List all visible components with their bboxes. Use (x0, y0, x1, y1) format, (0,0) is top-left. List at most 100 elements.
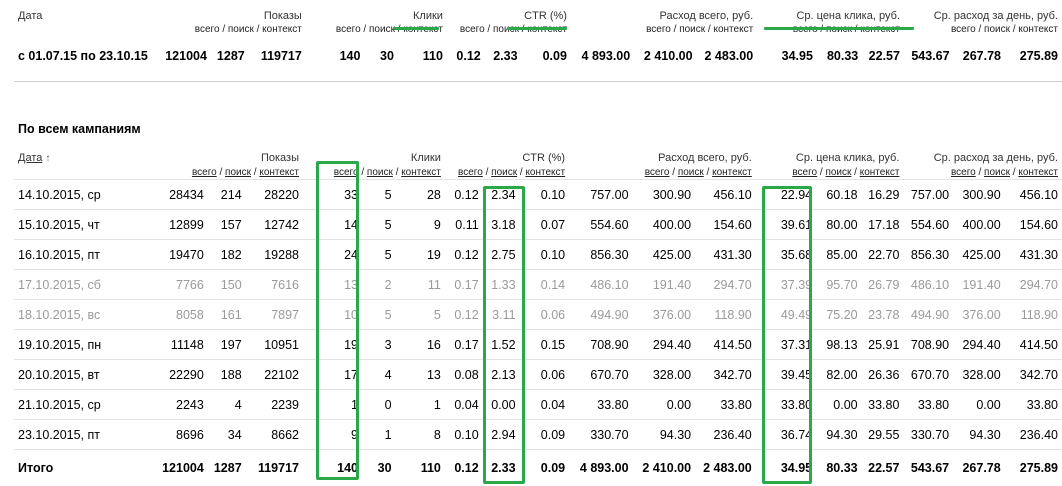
row-cell: 0.04 (445, 390, 483, 420)
total-cell: 22.57 (862, 450, 904, 486)
sub-context: контекст (262, 24, 302, 35)
total-cell: 543.67 (903, 450, 953, 486)
row-cell: 400.00 (953, 210, 1005, 240)
sub-search-sort-link[interactable]: поиск (367, 167, 393, 178)
highlight-underline-ctr (507, 27, 567, 30)
summary-cell: 543.67 (904, 36, 954, 76)
row-cell: 328.00 (953, 360, 1005, 390)
sub-context-sort-link[interactable]: контекст (401, 167, 441, 178)
row-cell: 0.00 (633, 390, 696, 420)
subheader-group: всего / поиск / контекст (150, 166, 303, 180)
row-cell: 33.80 (862, 390, 904, 420)
row-date: 14.10.2015, ср (14, 180, 150, 210)
total-cell: 2 410.00 (633, 450, 696, 486)
row-cell: 0.10 (445, 420, 483, 450)
row-cell: 82.00 (816, 360, 862, 390)
sub-search: поиск (679, 24, 705, 35)
table-header-sub: всего / поиск / контекст всего / поиск / … (14, 166, 1062, 180)
row-cell: 2 (362, 270, 396, 300)
row-cell: 12899 (150, 210, 207, 240)
highlight-underline-clicks (393, 27, 439, 30)
row-cell: 154.60 (1005, 210, 1062, 240)
subheader-group: всего / поиск / контекст (756, 166, 904, 180)
row-cell: 1 (362, 420, 396, 450)
row-cell: 16 (396, 330, 445, 360)
row-cell: 0.04 (520, 390, 570, 420)
row-cell: 757.00 (903, 180, 953, 210)
row-cell: 191.40 (953, 270, 1005, 300)
row-cell: 23.78 (862, 300, 904, 330)
row-cell: 0 (362, 390, 396, 420)
row-cell: 300.90 (633, 180, 696, 210)
sub-search-sort-link[interactable]: поиск (984, 167, 1010, 178)
sub-all: всего (646, 24, 671, 35)
sub-search-sort-link[interactable]: поиск (825, 167, 851, 178)
total-cell: 119717 (246, 450, 303, 486)
row-cell: 8662 (246, 420, 303, 450)
row-cell: 80.00 (816, 210, 862, 240)
total-cell: 0.12 (445, 450, 483, 486)
date-header-label[interactable]: Дата (18, 152, 42, 164)
row-cell: 26.79 (862, 270, 904, 300)
highlight-box-cpc (762, 186, 812, 484)
sub-context-sort-link[interactable]: контекст (525, 167, 565, 178)
row-cell: 294.70 (1005, 270, 1062, 300)
summary-cell: 80.33 (817, 36, 862, 76)
total-cell: 80.33 (816, 450, 862, 486)
row-date: 15.10.2015, чт (14, 210, 150, 240)
sub-all-sort-link[interactable]: всего (645, 167, 670, 178)
summary-cell: 121004 (154, 36, 211, 76)
row-cell: 7766 (150, 270, 207, 300)
row-cell: 486.10 (903, 270, 953, 300)
row-cell: 670.70 (569, 360, 632, 390)
header-clicks: Клики (306, 8, 447, 23)
subheader-group: всего / поиск / контекст (904, 23, 1062, 36)
sub-all-sort-link[interactable]: всего (458, 167, 483, 178)
sub-context-sort-link[interactable]: контекст (1018, 167, 1058, 178)
sub-search-sort-link[interactable]: поиск (225, 167, 251, 178)
row-cell: 0.06 (520, 300, 570, 330)
summary-cell: 0.09 (522, 36, 571, 76)
row-cell: 28220 (246, 180, 303, 210)
header-daily: Ср. расход за день, руб. (904, 8, 1062, 23)
row-cell: 3 (362, 330, 396, 360)
row-cell: 19288 (246, 240, 303, 270)
row-date: 21.10.2015, ср (14, 390, 150, 420)
row-cell: 12742 (246, 210, 303, 240)
sub-context-sort-link[interactable]: контекст (259, 167, 299, 178)
summary-cell: 0.12 (447, 36, 485, 76)
sub-search-sort-link[interactable]: поиск (678, 167, 704, 178)
summary-cell: 34.95 (757, 36, 817, 76)
sub-separator: / (220, 24, 228, 35)
row-date: 19.10.2015, пн (14, 330, 150, 360)
row-cell: 26.36 (862, 360, 904, 390)
header-cpc: Ср. цена клика, руб. (756, 150, 904, 166)
sub-separator: / (361, 24, 369, 35)
summary-table: Дата Показы Клики CTR (%) Расход всего, … (14, 8, 1062, 76)
sub-search: поиск (984, 24, 1010, 35)
sub-separator: / (851, 167, 859, 178)
sub-context-sort-link[interactable]: контекст (860, 167, 900, 178)
summary-cell: 22.57 (862, 36, 904, 76)
row-cell: 95.70 (816, 270, 862, 300)
row-cell: 8 (396, 420, 445, 450)
sub-search-sort-link[interactable]: поиск (491, 167, 517, 178)
sub-all-sort-link[interactable]: всего (951, 167, 976, 178)
row-cell: 28 (396, 180, 445, 210)
total-cell: 110 (396, 450, 445, 486)
sub-all: всего (460, 24, 485, 35)
sub-search: поиск (369, 24, 395, 35)
row-cell: 300.90 (953, 180, 1005, 210)
row-cell: 0.06 (520, 360, 570, 390)
sort-by-date-link[interactable]: Дата ↑ (14, 150, 150, 166)
sub-context-sort-link[interactable]: контекст (712, 167, 752, 178)
sub-all-sort-link[interactable]: всего (792, 167, 817, 178)
row-cell: 0.17 (445, 270, 483, 300)
total-cell: 275.89 (1005, 450, 1062, 486)
sub-all-sort-link[interactable]: всего (192, 167, 217, 178)
row-cell: 29.55 (862, 420, 904, 450)
